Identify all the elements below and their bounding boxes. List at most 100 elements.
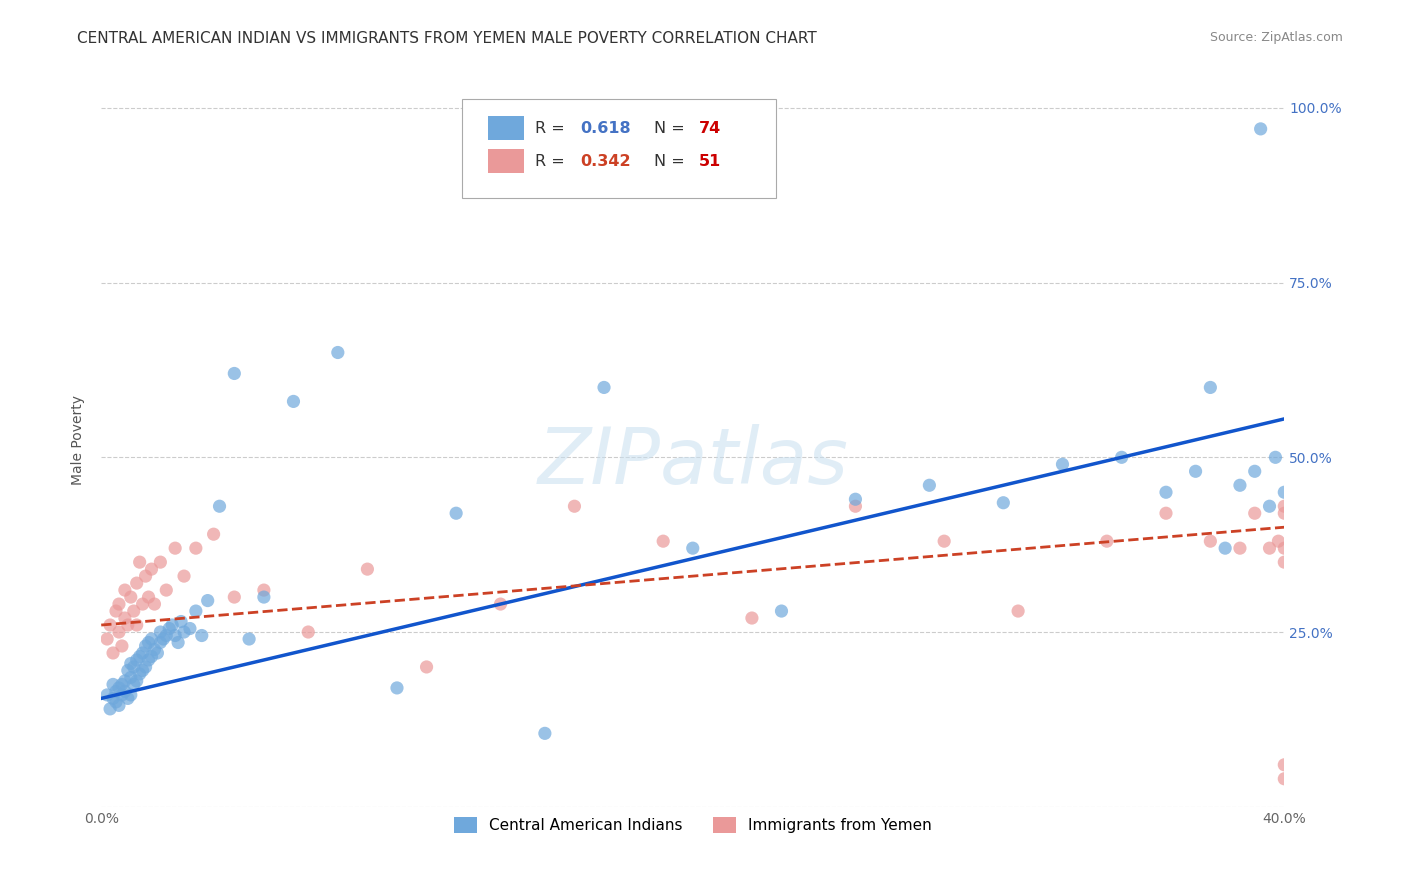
Point: [1267, 534, 1289, 549]
Point: [160, 618, 183, 632]
Point: [98, 702, 121, 716]
Point: [652, 534, 675, 549]
Bar: [488, 149, 523, 173]
Point: [149, 635, 172, 649]
Point: [741, 611, 763, 625]
Point: [489, 597, 512, 611]
FancyBboxPatch shape: [463, 99, 776, 198]
Point: [444, 506, 467, 520]
Point: [1272, 757, 1295, 772]
Point: [135, 569, 157, 583]
Point: [122, 677, 145, 691]
Point: [135, 660, 157, 674]
Point: [152, 632, 174, 646]
Point: [128, 667, 150, 681]
Point: [128, 649, 150, 664]
Point: [934, 534, 956, 549]
Point: [125, 653, 148, 667]
Point: [173, 569, 195, 583]
Point: [143, 642, 166, 657]
Point: [108, 681, 131, 695]
Bar: [488, 116, 523, 140]
Point: [114, 583, 136, 598]
Point: [224, 590, 246, 604]
Point: [1229, 478, 1251, 492]
Text: 0.618: 0.618: [581, 120, 631, 136]
Point: [179, 622, 201, 636]
Text: R =: R =: [536, 153, 571, 169]
Point: [167, 635, 190, 649]
Y-axis label: Male Poverty: Male Poverty: [72, 395, 86, 485]
Point: [385, 681, 408, 695]
Point: [149, 625, 172, 640]
Point: [1258, 541, 1281, 556]
Point: [98, 618, 121, 632]
Point: [157, 622, 180, 636]
Point: [101, 646, 124, 660]
Point: [1272, 500, 1295, 514]
Text: 74: 74: [699, 120, 721, 136]
Point: [184, 604, 207, 618]
Point: [844, 492, 866, 507]
Point: [117, 618, 139, 632]
Point: [105, 695, 128, 709]
Point: [1258, 500, 1281, 514]
Point: [108, 597, 131, 611]
Point: [138, 653, 160, 667]
Point: [122, 604, 145, 618]
Text: 0.342: 0.342: [581, 153, 631, 169]
Point: [96, 632, 118, 646]
Point: [1272, 541, 1295, 556]
Point: [1229, 541, 1251, 556]
Point: [143, 597, 166, 611]
Text: N =: N =: [654, 153, 689, 169]
Point: [682, 541, 704, 556]
Point: [141, 632, 163, 646]
Point: [1264, 450, 1286, 465]
Point: [101, 677, 124, 691]
Point: [114, 684, 136, 698]
Point: [184, 541, 207, 556]
Point: [356, 562, 378, 576]
Point: [1250, 121, 1272, 136]
Point: [224, 367, 246, 381]
Point: [1272, 506, 1295, 520]
Text: Source: ZipAtlas.com: Source: ZipAtlas.com: [1209, 31, 1343, 45]
Text: N =: N =: [654, 120, 689, 136]
Point: [202, 527, 225, 541]
Point: [149, 555, 172, 569]
Point: [1154, 485, 1177, 500]
Point: [1007, 604, 1029, 618]
Point: [1272, 555, 1295, 569]
Point: [1243, 464, 1265, 478]
Legend: Central American Indians, Immigrants from Yemen: Central American Indians, Immigrants fro…: [447, 811, 938, 839]
Point: [105, 604, 128, 618]
Point: [138, 635, 160, 649]
Point: [326, 345, 349, 359]
Point: [283, 394, 305, 409]
Point: [253, 583, 276, 598]
Point: [101, 691, 124, 706]
Point: [1199, 534, 1222, 549]
Text: ZIPatlas: ZIPatlas: [537, 424, 848, 500]
Point: [131, 597, 153, 611]
Point: [117, 664, 139, 678]
Point: [564, 500, 586, 514]
Point: [111, 639, 134, 653]
Point: [125, 576, 148, 591]
Point: [253, 590, 276, 604]
Point: [208, 500, 231, 514]
Point: [125, 673, 148, 688]
Point: [155, 583, 177, 598]
Point: [593, 380, 616, 394]
Point: [125, 618, 148, 632]
Point: [191, 628, 214, 642]
Point: [105, 684, 128, 698]
Point: [1243, 506, 1265, 520]
Point: [1095, 534, 1118, 549]
Point: [96, 688, 118, 702]
Point: [415, 660, 437, 674]
Point: [165, 628, 187, 642]
Point: [120, 590, 142, 604]
Point: [141, 649, 163, 664]
